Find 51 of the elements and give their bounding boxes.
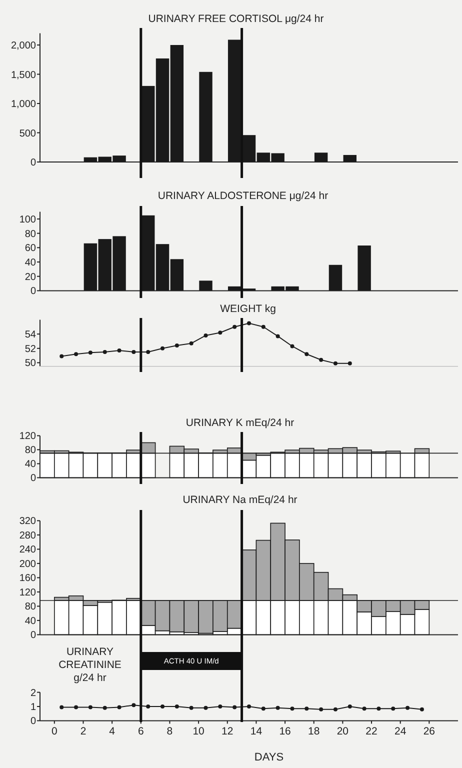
chart-title: URINARY CREATININE g/24 hr <box>58 646 122 684</box>
y-tick-label: 1 <box>30 702 36 713</box>
y-tick-label: 1,500 <box>10 70 36 81</box>
x-tick-label: 14 <box>250 726 262 738</box>
y-tick-label: 100 <box>19 214 36 226</box>
x-tick-label: 22 <box>366 726 378 738</box>
y-tick-label: 500 <box>19 128 36 140</box>
x-tick-label: 18 <box>308 726 320 738</box>
x-tick-label: 4 <box>109 726 116 738</box>
x-tick-label: 8 <box>166 726 173 738</box>
y-tick-label: 2,000 <box>10 40 36 52</box>
y-tick-label: 2 <box>30 688 36 699</box>
x-tick-label: 16 <box>279 726 292 738</box>
x-tick-label: 12 <box>222 726 234 738</box>
chart-title: WEIGHT kg <box>220 303 276 315</box>
y-tick-label: 0 <box>30 158 36 168</box>
x-tick-label: 2 <box>80 726 86 738</box>
y-tick-label: 80 <box>24 228 36 240</box>
y-tick-label: 54 <box>24 330 36 341</box>
y-tick-label: 120 <box>19 431 36 442</box>
y-tick-label: 160 <box>19 573 36 584</box>
chart-title: URINARY Na mEq/24 hr <box>182 494 298 506</box>
y-tick-label: 0 <box>30 286 36 298</box>
y-tick-label: 120 <box>19 587 36 598</box>
x-tick-label: 6 <box>138 726 144 738</box>
chart-title: URINARY ALDOSTERONE μg/24 hr <box>158 190 329 202</box>
y-tick-label: 1,000 <box>10 99 36 110</box>
y-tick-label: 240 <box>19 544 36 556</box>
y-tick-label: 0 <box>30 716 36 728</box>
y-tick-label: 20 <box>24 272 36 283</box>
y-tick-label: 200 <box>19 558 36 570</box>
y-tick-label: 80 <box>24 602 36 613</box>
y-tick-label: 40 <box>24 459 36 470</box>
y-tick-label: 40 <box>24 258 36 269</box>
x-tick-label: 26 <box>423 726 436 738</box>
y-tick-label: 40 <box>24 616 36 627</box>
y-tick-label: 280 <box>19 530 36 542</box>
x-tick-label: 24 <box>394 726 406 738</box>
chart-title: URINARY K mEq/24 hr <box>186 417 295 429</box>
y-tick-label: 52 <box>24 344 36 355</box>
x-tick-label: 20 <box>336 726 349 738</box>
x-tick-label: 10 <box>192 726 205 738</box>
x-axis-title: DAYS <box>254 752 284 764</box>
y-tick-label: 0 <box>30 473 36 484</box>
y-tick-label: 320 <box>19 516 36 528</box>
y-tick-label: 80 <box>24 445 36 456</box>
x-tick-label: 0 <box>51 726 58 738</box>
y-tick-label: 60 <box>24 243 36 254</box>
chart-title: URINARY FREE CORTISOL μg/24 hr <box>148 13 324 25</box>
y-tick-label: 50 <box>24 358 36 370</box>
y-tick-label: 0 <box>30 630 36 642</box>
